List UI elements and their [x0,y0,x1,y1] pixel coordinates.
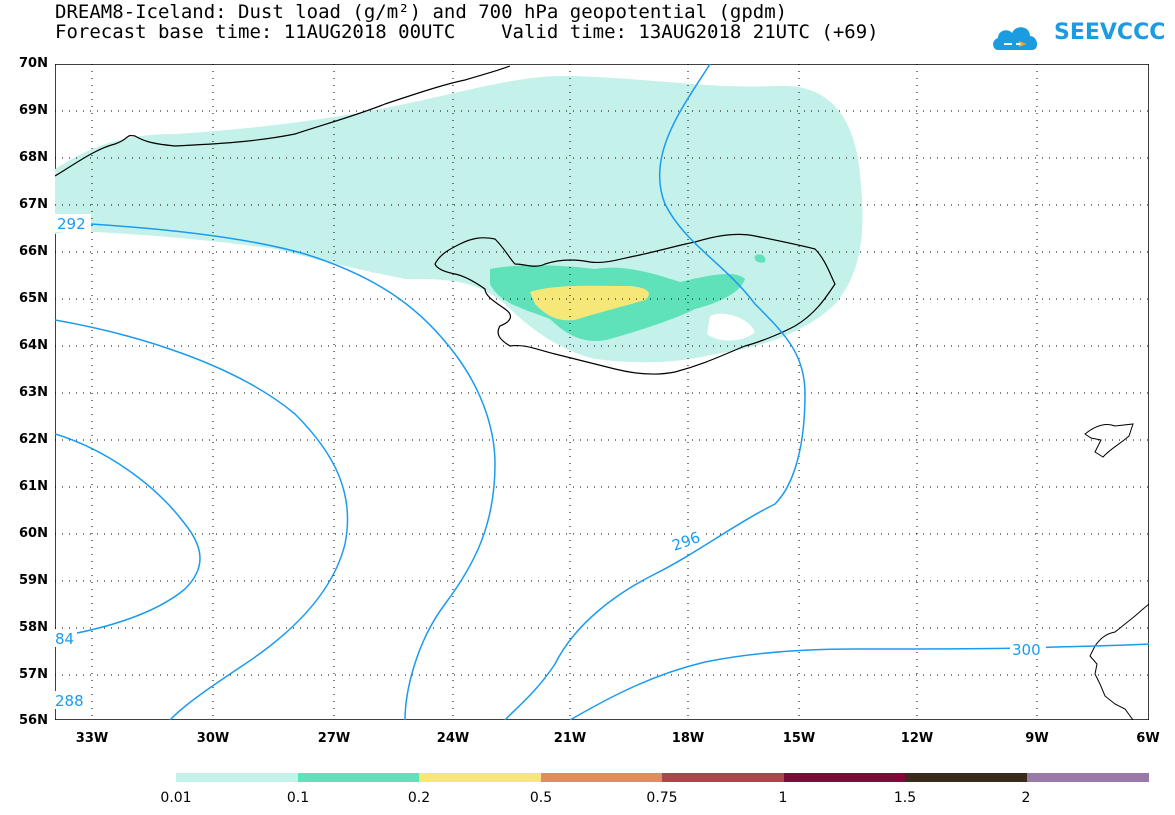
colorbar-segment [905,773,1027,782]
contour-292 [55,221,496,720]
lon-label: 15W [782,731,816,746]
cloud-logo-icon [993,27,1038,50]
contour-288 [55,319,349,720]
greenland-coastline [55,65,511,177]
contour-284 [55,433,201,638]
lon-label: 18W [671,731,705,746]
contour-label-84: 84 [55,630,74,648]
lat-label: 60N [19,526,48,541]
colorbar-label: 0.1 [286,790,310,806]
colorbar-segment [176,773,298,782]
colorbar-segment [540,773,663,782]
lat-label: 61N [19,479,48,494]
map-title-line1: DREAM8-Iceland: Dust load (g/m²) and 700… [55,1,788,23]
colorbar-segment [419,773,541,782]
colorbar-label: 0.75 [646,790,678,806]
colorbar-label: 1.5 [893,790,917,806]
dust-load-map: 292 296 300 84 288 [55,64,1149,720]
contour-label-288: 288 [55,692,84,710]
lat-label: 70N [19,56,48,71]
colorbar-label: 0.5 [529,790,553,806]
contour-label-292: 292 [57,215,86,233]
lat-label: 62N [19,432,48,447]
colorbar-segment [297,773,420,782]
lat-label: 63N [19,385,48,400]
map-grid [55,64,1149,720]
lat-label: 64N [19,338,48,353]
contour-label-300: 300 [1012,641,1041,659]
lat-label: 57N [19,667,48,682]
lat-label: 66N [19,244,48,259]
lat-label: 69N [19,103,48,118]
lat-label: 58N [19,620,48,635]
contour-296 [504,64,806,720]
lon-label: 21W [553,731,587,746]
dust-area-high [530,285,649,321]
colorbar-segment [1026,773,1149,782]
colorbar-segment [783,773,906,782]
contour-300 [569,643,1149,720]
lon-label: 6W [1136,731,1160,746]
colorbar-label: 0.2 [407,790,431,806]
lat-label: 65N [19,291,48,306]
scotland-coastline [1089,603,1149,720]
colorbar-label: 0.01 [160,790,192,806]
lat-label: 59N [19,573,48,588]
lat-label: 68N [19,150,48,165]
colorbar-label: 1 [778,790,788,806]
lon-label: 33W [75,731,109,746]
logo-text: SEEVCCC [1054,20,1166,45]
colorbar-segment [662,773,784,782]
lon-label: 24W [436,731,470,746]
lon-label: 9W [1025,731,1049,746]
lon-label: 27W [317,731,351,746]
lat-label: 67N [19,197,48,212]
lon-label: 12W [900,731,934,746]
lat-label: 56N [19,713,48,728]
map-title-line2: Forecast base time: 11AUG2018 00UTC Vali… [55,21,879,43]
colorbar-label: 2 [1021,790,1031,806]
lon-label: 30W [196,731,230,746]
iceland-coastline [434,233,836,375]
geopotential-contours [55,64,1149,720]
faroe-coastline [1084,423,1134,458]
